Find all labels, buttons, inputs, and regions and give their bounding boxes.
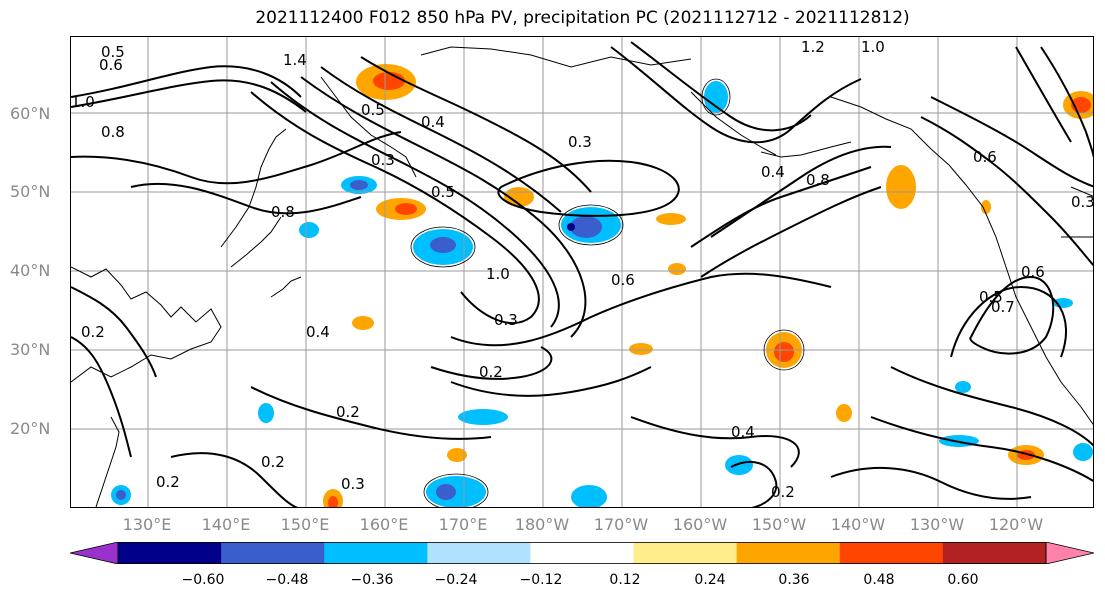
lat-label-20n: 20°N [10, 419, 51, 438]
contour-label: 0.6 [611, 271, 635, 289]
contour-label: 1.4 [283, 51, 307, 69]
colorbar-segment [324, 542, 428, 564]
contour-label: 0.2 [771, 483, 795, 501]
contour-label: 0.3 [494, 311, 518, 329]
colorbar-tick-024: 0.24 [694, 572, 726, 588]
contour-label: 0.6 [973, 148, 997, 166]
contour-label: 0.4 [306, 323, 330, 341]
colorbar-segment [633, 542, 738, 564]
contour-label: 0.2 [261, 453, 285, 471]
contour-label: 0.5 [361, 101, 385, 119]
contour-label: 0.2 [156, 473, 180, 491]
colorbar-segment [839, 542, 944, 564]
lon-label-150e: 150°E [280, 515, 330, 534]
lon-label-160e: 160°E [359, 515, 409, 534]
contour-labels: 0.50.60.81.01.41.2 1.00.50.40.30.80.50.30… [71, 38, 1094, 501]
contour-label: 0.3 [568, 133, 592, 151]
colorbar-outline [117, 542, 1047, 564]
lon-label-170e: 170°E [438, 515, 488, 534]
colorbar-tick-012: 0.12 [609, 572, 641, 588]
colorbar-tick-neg024: −0.24 [434, 572, 478, 588]
contour-label: 0.2 [479, 363, 503, 381]
lat-label-50n: 50°N [10, 182, 51, 201]
colorbar-tick-060: 0.60 [947, 572, 979, 588]
zero-contours [410, 78, 805, 507]
contour-label: 0.5 [431, 183, 455, 201]
contour-label: 0.6 [99, 56, 123, 74]
contour-label: 0.2 [336, 403, 360, 421]
plot-title: 2021112400 F012 850 hPa PV, precipitatio… [255, 8, 910, 28]
colorbar-extend-high [1045, 542, 1094, 564]
colorbar-tick-neg048: −0.48 [265, 572, 309, 588]
contour-label: 0.2 [81, 323, 105, 341]
map-panel: 0.5 0.6 0.8 1.0 1.4 1.2 1.0 0.5 0.4 0.3 0.8 0.5 0.3 0… [70, 36, 1094, 508]
contour-label: 0.5 [979, 288, 1003, 306]
colorbar-segment [427, 542, 531, 564]
lon-label-130e: 130°E [122, 515, 172, 534]
contour-label: 0.3 [1071, 193, 1094, 211]
colorbar-segment [942, 542, 1047, 564]
colorbar-tick-neg012: −0.12 [519, 572, 563, 588]
contour-label: 0.4 [761, 163, 785, 181]
contour-label: 0.7 [991, 298, 1015, 316]
lon-label-170w: 170°W [593, 515, 649, 534]
colorbar-segment [530, 542, 635, 564]
graticule [71, 37, 1093, 507]
contour-label: 0.8 [101, 123, 125, 141]
lon-label-180w: 180°W [514, 515, 570, 534]
contour-label: 1.0 [486, 265, 510, 283]
lon-label-140e: 140°E [201, 515, 251, 534]
lat-label-30n: 30°N [10, 340, 51, 359]
contour-label: 0.5 [101, 43, 125, 61]
contour-label: 0.3 [371, 151, 395, 169]
contour-label: 1.2 [801, 38, 825, 56]
lon-label-140w: 140°W [830, 515, 886, 534]
colorbar-tick-neg036: −0.36 [350, 572, 394, 588]
contour-label: 0.4 [731, 423, 755, 441]
colorbar-tick-neg060: −0.60 [181, 572, 225, 588]
colorbar-tick-036: 0.36 [778, 572, 810, 588]
lon-label-150w: 150°W [751, 515, 807, 534]
lon-label-160w: 160°W [672, 515, 728, 534]
colorbar [70, 542, 1094, 564]
contour-label: 1.0 [71, 93, 95, 111]
contour-label: 0.6 [1021, 263, 1045, 281]
coastlines [71, 46, 1093, 507]
contour-label: 0.3 [341, 475, 365, 493]
contour-label: 0.4 [421, 113, 445, 131]
pv-contours [71, 41, 1093, 507]
lon-label-130w: 130°W [909, 515, 965, 534]
colorbar-segment [736, 542, 841, 564]
contour-label: 0.8 [271, 203, 295, 221]
colorbar-tick-048: 0.48 [863, 572, 895, 588]
contour-label: 0.8 [806, 171, 830, 189]
lat-label-40n: 40°N [10, 261, 51, 280]
contour-label: 1.0 [861, 38, 885, 56]
colorbar-extend-low [70, 542, 119, 564]
colorbar-svg [70, 542, 1094, 564]
colorbar-segment [221, 542, 325, 564]
map-canvas: 0.50.60.81.01.41.2 1.00.50.40.30.80.50.30… [71, 37, 1094, 507]
colorbar-segment [118, 542, 222, 564]
lat-label-60n: 60°N [10, 104, 51, 123]
lon-label-120w: 120°W [988, 515, 1044, 534]
